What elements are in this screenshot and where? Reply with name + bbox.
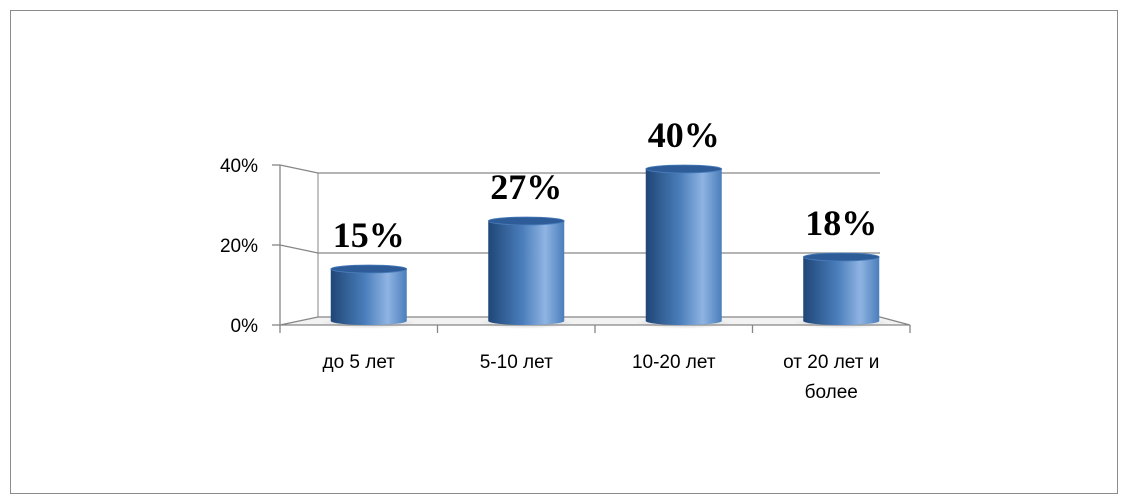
category-label-line: от 20 лет и — [783, 352, 879, 373]
bar-top — [487, 216, 565, 226]
category-label-line: 5-10 лет — [480, 352, 553, 373]
category-label: 10-20 лет — [632, 352, 716, 373]
data-label: 15% — [333, 215, 405, 255]
category-label: от 20 лет и более — [783, 352, 879, 403]
category-label: до 5 лет — [322, 352, 395, 373]
bar — [488, 221, 565, 325]
category-label-line: до 5 лет — [322, 352, 395, 373]
data-label: 27% — [490, 167, 562, 207]
bar-top — [330, 264, 408, 274]
category-label-line: 10-20 лет — [632, 352, 716, 373]
category-label-line: более — [805, 382, 858, 403]
y-tick-label: 40% — [220, 156, 258, 177]
y-tick-label: 20% — [220, 236, 258, 257]
label-layer: 0% 20% 40% 15% до 5 лет 27% 5-10 лет 40% 10-20 л… — [220, 115, 879, 403]
category-label: 5-10 лет — [480, 352, 553, 373]
bar-top — [802, 252, 880, 262]
y-tick-label: 0% — [231, 316, 259, 337]
gridline — [279, 164, 880, 174]
bar — [803, 257, 880, 325]
data-label: 18% — [805, 203, 877, 243]
data-label: 40% — [648, 115, 720, 155]
bar-layer — [320, 164, 890, 329]
bar — [645, 169, 722, 325]
bar-top — [645, 164, 723, 174]
bar — [330, 269, 407, 325]
